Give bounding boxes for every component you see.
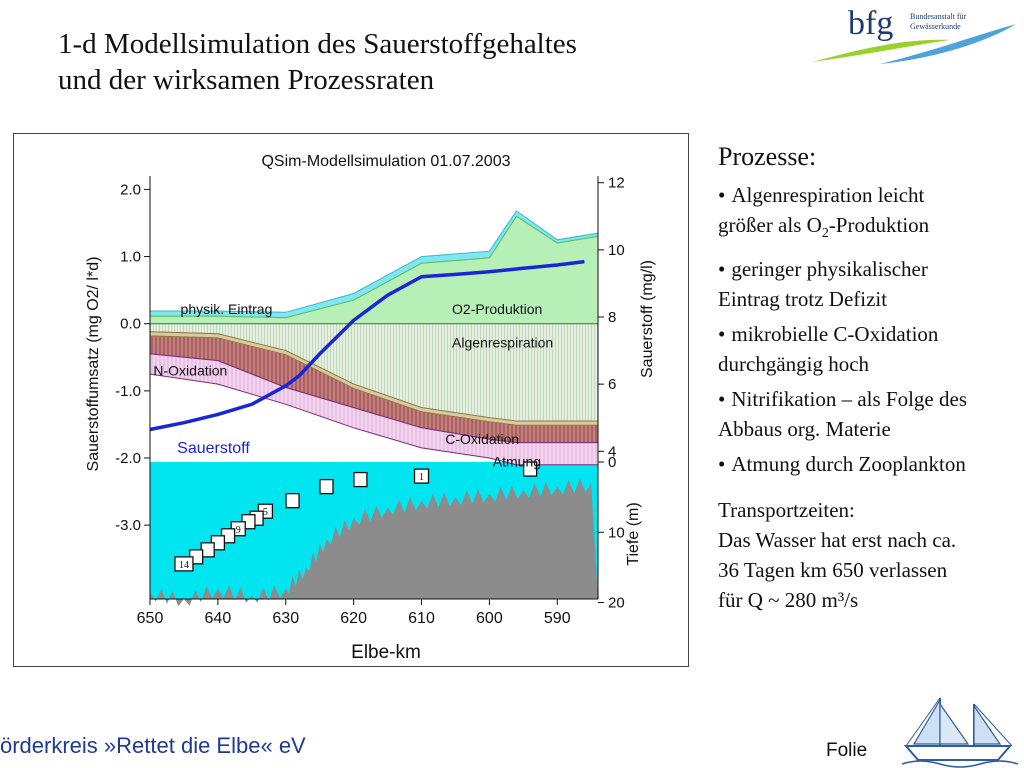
river-bed-profile xyxy=(150,478,598,607)
bullet-text: größer als O2-Produktion xyxy=(718,213,930,242)
x-axis-label: Elbe-km xyxy=(351,642,421,663)
band-label-c-oxidation: C-Oxidation xyxy=(445,431,519,447)
y-tick-label-right-oxygen: 4 xyxy=(608,443,616,460)
plot-area: 1 5 9 14 physik. Eintrag O2-Produktion Algenre… xyxy=(149,210,599,607)
band-label-n-oxidation: N-Oxidation xyxy=(153,363,227,379)
y-tick-label-right-oxygen: 8 xyxy=(608,309,616,326)
logo-line1: Bundesanstalt für xyxy=(910,12,967,21)
logo-name: bfg xyxy=(848,5,893,42)
series-line-sauerstoff xyxy=(149,259,585,432)
travel-time-marker-label: 1 xyxy=(419,472,424,483)
travel-time-marker xyxy=(174,556,194,572)
transport-line: 36 Tagen km 650 verlassen xyxy=(718,558,948,583)
bullet-text: Nitrifikation – als Folge des xyxy=(731,387,967,412)
band-label-o2-produktion: O2-Produktion xyxy=(452,301,542,317)
transport-block: Transportzeiten: Das Wasser hat erst nac… xyxy=(718,495,1018,615)
travel-time-marker xyxy=(319,478,334,495)
travel-time-marker xyxy=(353,471,368,488)
transport-line: Das Wasser hat erst nach ca. xyxy=(718,528,957,553)
y-tick-label-left: -1.0 xyxy=(115,383,141,400)
y-tick-label-right-depth: 0 xyxy=(608,454,616,471)
band-label-atmung: Atmung xyxy=(493,453,541,469)
slide-title: 1-d Modellsimulation des Sauerstoffgehal… xyxy=(58,26,758,98)
y-tick-label-left: -3.0 xyxy=(115,517,141,534)
slide-title-line2: und der wirksamen Prozessraten xyxy=(58,64,435,96)
bullet-text: mikrobielle C-Oxidation xyxy=(731,322,939,347)
travel-time-marker-label: 5 xyxy=(263,507,268,518)
process-bullet-item: • Atmung durch Zooplankton xyxy=(718,449,1018,479)
process-bullet-item: • Nitrifikation – als Folge des Abbaus org… xyxy=(718,384,1018,444)
bullet-text: Eintrag trotz Defizit xyxy=(718,287,888,312)
travel-time-marker xyxy=(285,493,300,509)
y-tick-label-left: 1.0 xyxy=(120,249,141,266)
y-axis-label-right-depth: Tiefe (m) xyxy=(625,502,642,565)
x-tick-label: 600 xyxy=(476,610,503,627)
bullet-text: durchgängig hoch xyxy=(718,352,870,377)
bfg-logo: bfg Bundesanstalt für Gewässerkunde xyxy=(812,5,1016,64)
bullet-icon: • xyxy=(718,257,726,282)
bullet-icon: • xyxy=(718,183,726,207)
bullet-icon: • xyxy=(718,452,726,477)
transport-title: Transportzeiten: xyxy=(718,498,855,523)
travel-time-marker xyxy=(522,461,538,477)
logo-swoosh-blue xyxy=(880,24,1016,64)
y-tick-label-left: 0.0 xyxy=(120,316,141,333)
y-tick-label-right-oxygen: 10 xyxy=(608,242,625,259)
process-bullet-item: • mikrobielle C-Oxidation durchgängig hoch xyxy=(718,319,1018,379)
chart-frame: QSim-Modellsimulation 01.07.2003 1 5 9 14 ph… xyxy=(13,133,689,667)
bullet-text: Algenrespiration leicht xyxy=(731,183,925,207)
band-label-algenrespiration: Algenrespiration xyxy=(452,335,553,351)
logo-swoosh-green xyxy=(812,39,950,62)
slide-title-line1: 1-d Modellsimulation des Sauerstoffgehal… xyxy=(58,28,577,60)
x-tick-label: 630 xyxy=(272,610,299,627)
travel-time-marker xyxy=(413,468,430,484)
bullet-text: Abbaus org. Materie xyxy=(718,417,891,442)
process-bullet-list: • Algenrespiration leicht größer als O2-Pr… xyxy=(718,180,1018,479)
x-tick-label: 590 xyxy=(544,610,571,627)
y-tick-label-right-depth: 10 xyxy=(608,524,625,541)
travel-time-marker-label: 14 xyxy=(179,560,189,571)
bullet-text: Atmung durch Zooplankton xyxy=(731,452,966,477)
y-tick-label-right-oxygen: 12 xyxy=(608,175,625,192)
transport-line: für Q ~ 280 m³/s xyxy=(718,588,859,613)
x-tick-label: 620 xyxy=(340,610,367,627)
band-label-sauerstoff: Sauerstoff xyxy=(177,440,250,457)
y-tick-label-right-oxygen: 6 xyxy=(608,376,616,393)
band-label-physik-eintrag: physik. Eintrag xyxy=(181,301,273,317)
process-panel: Prozesse: • Algenrespiration leicht größer… xyxy=(718,140,1018,615)
ship-logo-icon xyxy=(901,697,1019,768)
chart-title: QSim-Modellsimulation 01.07.2003 xyxy=(261,153,510,170)
y-tick-label-left: 2.0 xyxy=(120,181,141,198)
bullet-icon: • xyxy=(718,387,726,412)
process-bullet-item: • Algenrespiration leicht größer als O2-Pr… xyxy=(718,180,1018,249)
footer-organization: örderkreis »Rettet die Elbe« eV xyxy=(0,733,306,758)
logo-line2: Gewässerkunde xyxy=(910,22,961,31)
y-axis-label-right-oxygen: Sauerstoff (mg/l) xyxy=(639,260,656,378)
travel-time-marker-label: 9 xyxy=(236,525,241,536)
bullet-icon: • xyxy=(718,322,726,347)
bullet-text: geringer physikalischer xyxy=(731,257,928,282)
x-tick-label: 610 xyxy=(408,610,435,627)
qsim-chart: QSim-Modellsimulation 01.07.2003 1 5 9 14 ph… xyxy=(85,153,656,663)
process-heading: Prozesse: xyxy=(718,142,817,171)
y-tick-label-left: -2.0 xyxy=(115,450,141,467)
x-tick-label: 650 xyxy=(137,610,164,627)
footer-slide-label: Folie xyxy=(826,740,868,761)
process-bullet-item: • geringer physikalischer Eintrag trotz De… xyxy=(718,254,1018,314)
x-tick-label: 640 xyxy=(205,610,232,627)
y-axis-label-left: Sauerstoffumsatz (mg O2/ l*d) xyxy=(85,257,102,472)
axes: 650 640 630 620 610 600 5902.01.00.0-1.0-2.0-3… xyxy=(115,175,625,627)
y-tick-label-right-depth: 20 xyxy=(608,595,625,612)
